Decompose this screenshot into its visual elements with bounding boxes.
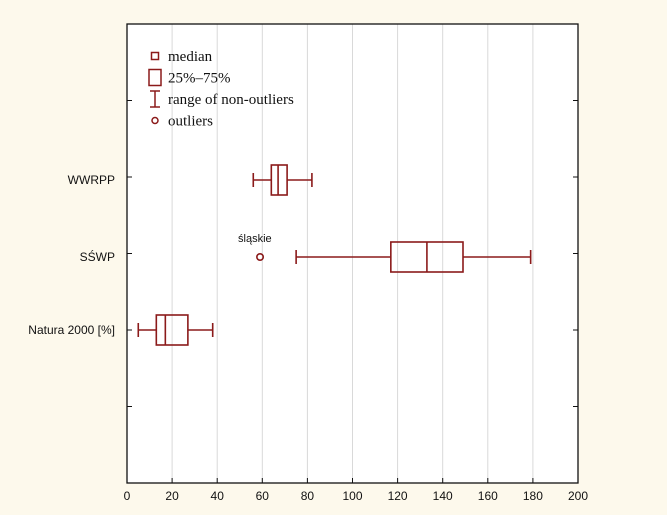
x-tick-label: 0 <box>124 489 131 503</box>
x-tick-label: 20 <box>165 489 179 503</box>
plot-frame <box>126 23 579 484</box>
box-2 <box>137 314 214 346</box>
x-tick-label: 120 <box>388 489 408 503</box>
iqr-box <box>155 314 189 346</box>
box-1: śląskie <box>238 233 532 273</box>
legend-label: 25%–75% <box>168 71 231 87</box>
y-category-label: SŚWP <box>80 249 115 264</box>
legend: median 25%–75% range of non-outliers outlie… <box>148 49 294 130</box>
box-series: śląskie <box>137 164 532 346</box>
x-tick-label: 200 <box>568 489 588 503</box>
iqr-box <box>270 164 288 196</box>
outlier-point <box>256 253 265 262</box>
legend-label: median <box>168 49 213 65</box>
outlier-annotation: śląskie <box>238 233 272 245</box>
y-category-label: Natura 2000 [%] <box>28 323 115 337</box>
legend-outlier-symbol <box>151 116 159 125</box>
x-tick-label: 160 <box>478 489 498 503</box>
x-axis: 0 20 40 60 80 100 120 140 160 180 200 <box>124 478 588 503</box>
x-tick-label: 180 <box>523 489 543 503</box>
x-tick-label: 100 <box>342 489 362 503</box>
x-tick-label: 40 <box>211 489 225 503</box>
y-axis-ticks <box>127 100 578 407</box>
legend-box-symbol <box>148 68 162 87</box>
y-category-label: WWRPP <box>68 173 115 187</box>
legend-label: range of non-outliers <box>168 92 294 108</box>
x-tick-label: 80 <box>301 489 315 503</box>
legend-median-symbol <box>150 51 160 61</box>
x-tick-label: 60 <box>256 489 270 503</box>
legend-label: outliers <box>168 114 213 130</box>
x-tick-label: 140 <box>433 489 453 503</box>
grid-lines <box>171 24 534 483</box>
box-0 <box>252 164 313 196</box>
y-axis-labels: WWRPP SŚWP Natura 2000 [%] <box>28 173 115 337</box>
